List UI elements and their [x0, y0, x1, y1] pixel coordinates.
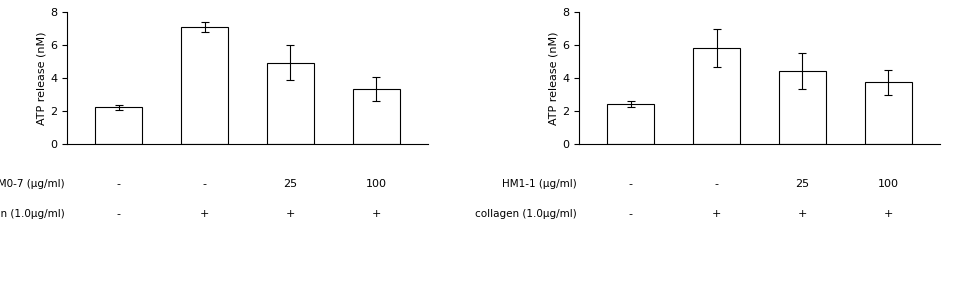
- Text: HM1-1 (μg/ml): HM1-1 (μg/ml): [502, 178, 576, 189]
- Text: +: +: [883, 209, 893, 219]
- Bar: [693, 48, 740, 144]
- Bar: [779, 71, 826, 144]
- Bar: [181, 27, 228, 144]
- Text: -: -: [629, 209, 633, 219]
- Bar: [95, 107, 142, 144]
- Bar: [353, 89, 400, 144]
- Text: 25: 25: [795, 178, 809, 189]
- Bar: [267, 63, 314, 144]
- Bar: [607, 104, 654, 144]
- Text: -: -: [714, 178, 718, 189]
- Text: -: -: [117, 209, 121, 219]
- Y-axis label: ATP release (nM): ATP release (nM): [549, 32, 558, 125]
- Text: +: +: [712, 209, 721, 219]
- Text: +: +: [798, 209, 807, 219]
- Y-axis label: ATP release (nM): ATP release (nM): [36, 32, 46, 125]
- Text: 25: 25: [283, 178, 297, 189]
- Text: +: +: [286, 209, 295, 219]
- Text: +: +: [371, 209, 381, 219]
- Text: collagen (1.0μg/ml): collagen (1.0μg/ml): [0, 209, 64, 219]
- Text: -: -: [117, 178, 121, 189]
- Text: collagen (1.0μg/ml): collagen (1.0μg/ml): [475, 209, 576, 219]
- Text: HM0-7 (μg/ml): HM0-7 (μg/ml): [0, 178, 64, 189]
- Text: 100: 100: [877, 178, 899, 189]
- Bar: [865, 82, 912, 144]
- Text: 100: 100: [365, 178, 386, 189]
- Text: -: -: [202, 178, 206, 189]
- Text: +: +: [199, 209, 209, 219]
- Text: -: -: [629, 178, 633, 189]
